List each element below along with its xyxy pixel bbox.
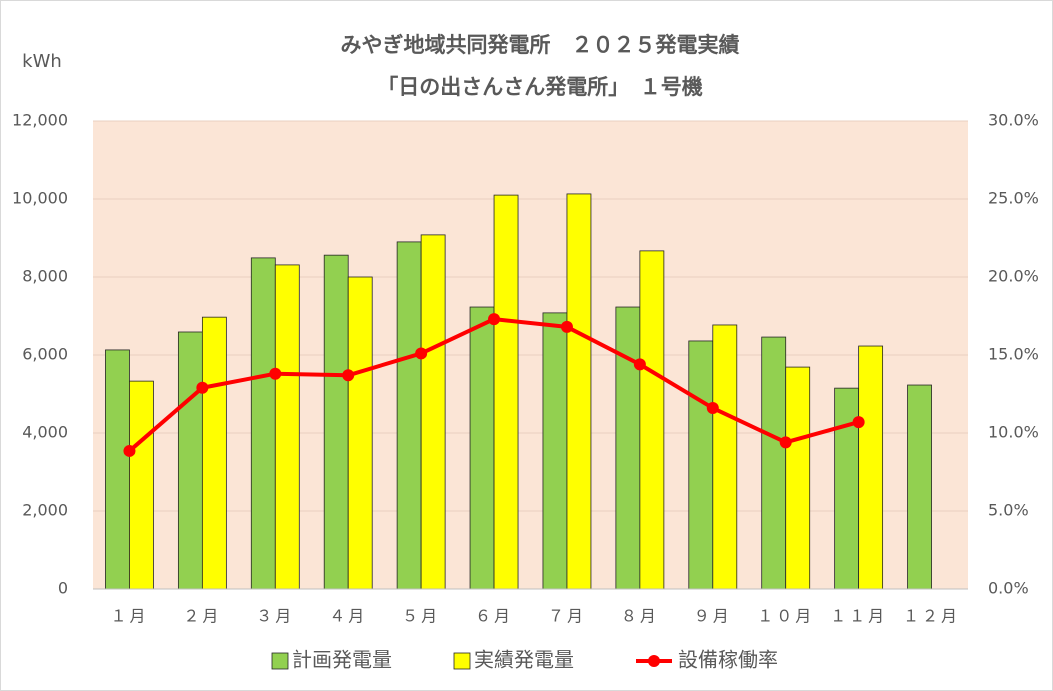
x-tick-label: ２月 <box>183 607 221 626</box>
bar <box>201 316 227 590</box>
x-tick-label: ４月 <box>329 607 367 626</box>
y-tick-label: 2,000 <box>22 501 68 520</box>
line-marker <box>123 444 136 457</box>
bar <box>858 345 884 590</box>
y-tick-label: 4,000 <box>22 423 68 442</box>
line-marker <box>415 347 428 360</box>
bar <box>761 336 787 590</box>
y-tick-label: 8,000 <box>22 267 68 286</box>
x-tick-label: １１月 <box>830 607 887 626</box>
y-tick-label: 6,000 <box>22 345 68 364</box>
bar <box>177 331 203 590</box>
line-marker <box>633 358 646 371</box>
y-tick-label: 0 <box>58 579 68 598</box>
bar <box>323 254 349 590</box>
legend-swatch <box>271 652 289 670</box>
chart-title: みやぎ地域共同発電所 ２０２５発電実績 <box>341 33 740 57</box>
legend-label: 実績発電量 <box>474 648 574 672</box>
bar <box>907 384 932 590</box>
y-axis-label: kWh <box>22 51 62 72</box>
bar <box>420 234 446 590</box>
bar <box>274 264 300 590</box>
legend-swatch <box>453 652 471 670</box>
y2-tick-label: 25.0% <box>988 189 1039 208</box>
bar <box>639 250 665 590</box>
bar <box>129 380 154 590</box>
bar <box>469 306 495 590</box>
bar <box>615 306 641 590</box>
bar <box>785 366 811 590</box>
y2-tick-label: 20.0% <box>988 267 1039 286</box>
line-marker <box>196 381 209 394</box>
x-tick-label: ８月 <box>621 607 659 626</box>
y2-tick-label: 10.0% <box>988 423 1039 442</box>
legend-swatch <box>648 655 660 667</box>
x-tick-label: ５月 <box>402 607 440 626</box>
bar <box>250 257 276 590</box>
line-marker <box>342 369 355 382</box>
x-tick-label: ６月 <box>475 607 513 626</box>
y2-tick-label: 5.0% <box>988 501 1029 520</box>
bar <box>566 193 592 590</box>
y-tick-label: 10,000 <box>12 189 68 208</box>
bar <box>105 349 130 590</box>
line-marker <box>779 436 792 449</box>
line-marker <box>488 313 501 326</box>
bar <box>542 312 568 590</box>
chart-title: 「日の出さんさん発電所」 １号機 <box>377 75 703 99</box>
x-tick-label: １０月 <box>757 607 814 626</box>
bar <box>347 276 373 590</box>
y2-tick-label: 0.0% <box>988 579 1029 598</box>
x-tick-label: ７月 <box>548 607 586 626</box>
legend-label: 設備稼働率 <box>678 648 778 672</box>
x-tick-label: ３月 <box>256 607 294 626</box>
bar <box>688 340 714 590</box>
bar <box>493 194 519 590</box>
x-tick-label: １月 <box>110 607 148 626</box>
bar <box>396 241 422 590</box>
legend-label: 計画発電量 <box>292 648 392 672</box>
y2-tick-label: 15.0% <box>988 345 1039 364</box>
bar <box>712 324 738 590</box>
y2-tick-label: 30.0% <box>988 111 1039 130</box>
line-marker <box>852 416 865 429</box>
x-tick-label: ９月 <box>694 607 732 626</box>
line-marker <box>560 320 573 333</box>
line-marker <box>706 402 719 415</box>
x-tick-label: １２月 <box>903 607 960 626</box>
line-marker <box>269 367 282 380</box>
y-tick-label: 12,000 <box>12 111 68 130</box>
